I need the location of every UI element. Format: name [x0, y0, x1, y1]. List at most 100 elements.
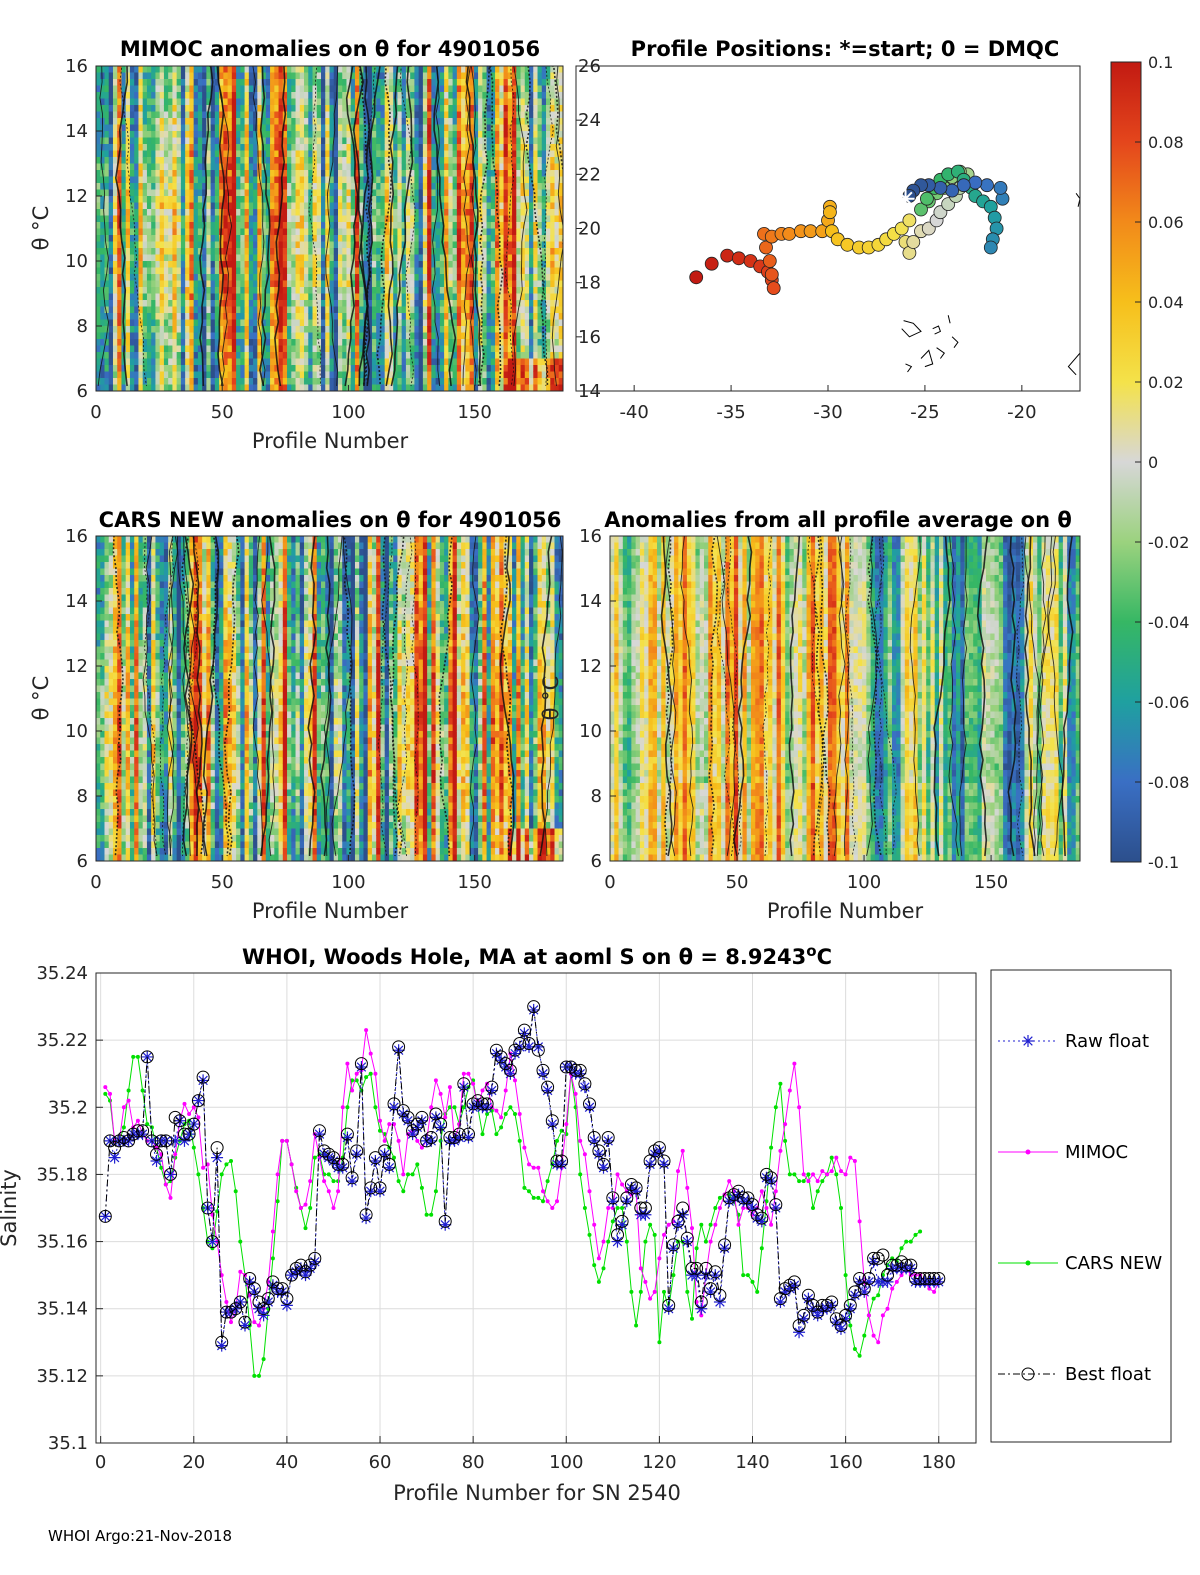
- heatmap-cell: [427, 346, 432, 353]
- heatmap-cell: [266, 151, 271, 158]
- heatmap-cell: [444, 125, 449, 132]
- heatmap-cell: [249, 326, 254, 333]
- heatmap-cell: [376, 99, 381, 106]
- heatmap-cell: [504, 183, 509, 190]
- heatmap-cell: [504, 378, 509, 385]
- heatmap-cell: [206, 248, 211, 255]
- heatmap-cell: [249, 372, 254, 379]
- heatmap-cell: [138, 203, 143, 210]
- heatmap-cell: [215, 196, 220, 203]
- heatmap-cell: [270, 190, 275, 197]
- heatmap-cell: [372, 190, 377, 197]
- heatmap-cell: [198, 216, 203, 223]
- heatmap-cell: [232, 242, 237, 249]
- heatmap-cell: [436, 320, 441, 327]
- heatmap-cell: [499, 294, 504, 301]
- heatmap-cell: [393, 164, 398, 171]
- heatmap-cell: [270, 216, 275, 223]
- heatmap-cell: [147, 372, 152, 379]
- heatmap-cell: [109, 92, 114, 99]
- heatmap-cell: [143, 112, 148, 119]
- heatmap-cell: [138, 125, 143, 132]
- heatmap-cell: [457, 92, 462, 99]
- heatmap-cell: [410, 183, 415, 190]
- heatmap-cell: [444, 346, 449, 353]
- heatmap-cell: [512, 105, 517, 112]
- heatmap-cell: [414, 79, 419, 86]
- heatmap-cell: [215, 216, 220, 223]
- heatmap-cell: [385, 281, 390, 288]
- heatmap-cell: [279, 86, 284, 93]
- heatmap-cell: [461, 151, 466, 158]
- heatmap-cell: [440, 359, 445, 366]
- heatmap-cell: [206, 359, 211, 366]
- heatmap-cell: [487, 190, 492, 197]
- heatmap-cell: [177, 261, 182, 268]
- heatmap-cell: [249, 209, 254, 216]
- heatmap-cell: [321, 287, 326, 294]
- heatmap-cell: [96, 183, 101, 190]
- heatmap-cell: [512, 255, 517, 262]
- heatmap-cell: [283, 359, 288, 366]
- heatmap-cell: [249, 216, 254, 223]
- heatmap-cell: [457, 66, 462, 73]
- heatmap-cell: [474, 144, 479, 151]
- heatmap-cell: [253, 183, 258, 190]
- heatmap-cell: [436, 287, 441, 294]
- heatmap-cell: [181, 92, 186, 99]
- heatmap-cell: [372, 378, 377, 385]
- heatmap-cell: [211, 183, 216, 190]
- heatmap-cell: [504, 339, 509, 346]
- heatmap-cell: [253, 372, 258, 379]
- heatmap-cell: [334, 281, 339, 288]
- heatmap-cell: [249, 151, 254, 158]
- heatmap-cell: [240, 365, 245, 372]
- heatmap-cell: [240, 105, 245, 112]
- heatmap-cell: [121, 203, 126, 210]
- heatmap-cell: [215, 378, 220, 385]
- heatmap-cell: [257, 105, 262, 112]
- heatmap-cell: [117, 372, 122, 379]
- heatmap-cell: [185, 320, 190, 327]
- heatmap-cell: [372, 281, 377, 288]
- heatmap-cell: [177, 105, 182, 112]
- heatmap-cell: [380, 339, 385, 346]
- heatmap-cell: [419, 307, 424, 314]
- heatmap-cell: [427, 359, 432, 366]
- heatmap-cell: [262, 209, 267, 216]
- heatmap-cell: [461, 268, 466, 275]
- heatmap-cell: [177, 287, 182, 294]
- heatmap-cell: [151, 144, 156, 151]
- heatmap-cell: [393, 209, 398, 216]
- heatmap-cell: [151, 281, 156, 288]
- heatmap-cell: [487, 242, 492, 249]
- heatmap-cell: [342, 125, 347, 132]
- heatmap-cell: [491, 320, 496, 327]
- heatmap-cell: [508, 73, 513, 80]
- heatmap-cell: [355, 131, 360, 138]
- heatmap-cell: [245, 125, 250, 132]
- heatmap-cell: [211, 274, 216, 281]
- heatmap-cell: [160, 242, 165, 249]
- heatmap-cell: [385, 261, 390, 268]
- heatmap-cell: [342, 242, 347, 249]
- heatmap-cell: [240, 157, 245, 164]
- heatmap-cell: [499, 92, 504, 99]
- heatmap-cell: [423, 255, 428, 262]
- heatmap-cell: [300, 196, 305, 203]
- heatmap-cell: [185, 326, 190, 333]
- heatmap-cell: [334, 235, 339, 242]
- heatmap-cell: [440, 255, 445, 262]
- heatmap-cell: [453, 157, 458, 164]
- heatmap-cell: [109, 255, 114, 262]
- heatmap-cell: [499, 79, 504, 86]
- heatmap-cell: [508, 255, 513, 262]
- heatmap-cell: [109, 365, 114, 372]
- heatmap-cell: [96, 333, 101, 340]
- heatmap-cell: [397, 378, 402, 385]
- heatmap-cell: [249, 222, 254, 229]
- heatmap-cell: [499, 157, 504, 164]
- heatmap-cell: [448, 255, 453, 262]
- heatmap-cell: [138, 359, 143, 366]
- heatmap-cell: [359, 287, 364, 294]
